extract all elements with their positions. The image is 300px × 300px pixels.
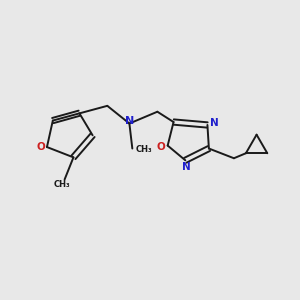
Text: N: N — [125, 116, 135, 126]
Text: O: O — [157, 142, 166, 152]
Text: O: O — [36, 142, 45, 152]
Text: N: N — [210, 118, 219, 128]
Text: CH₃: CH₃ — [135, 145, 152, 154]
Text: CH₃: CH₃ — [53, 180, 70, 189]
Text: N: N — [182, 162, 190, 172]
